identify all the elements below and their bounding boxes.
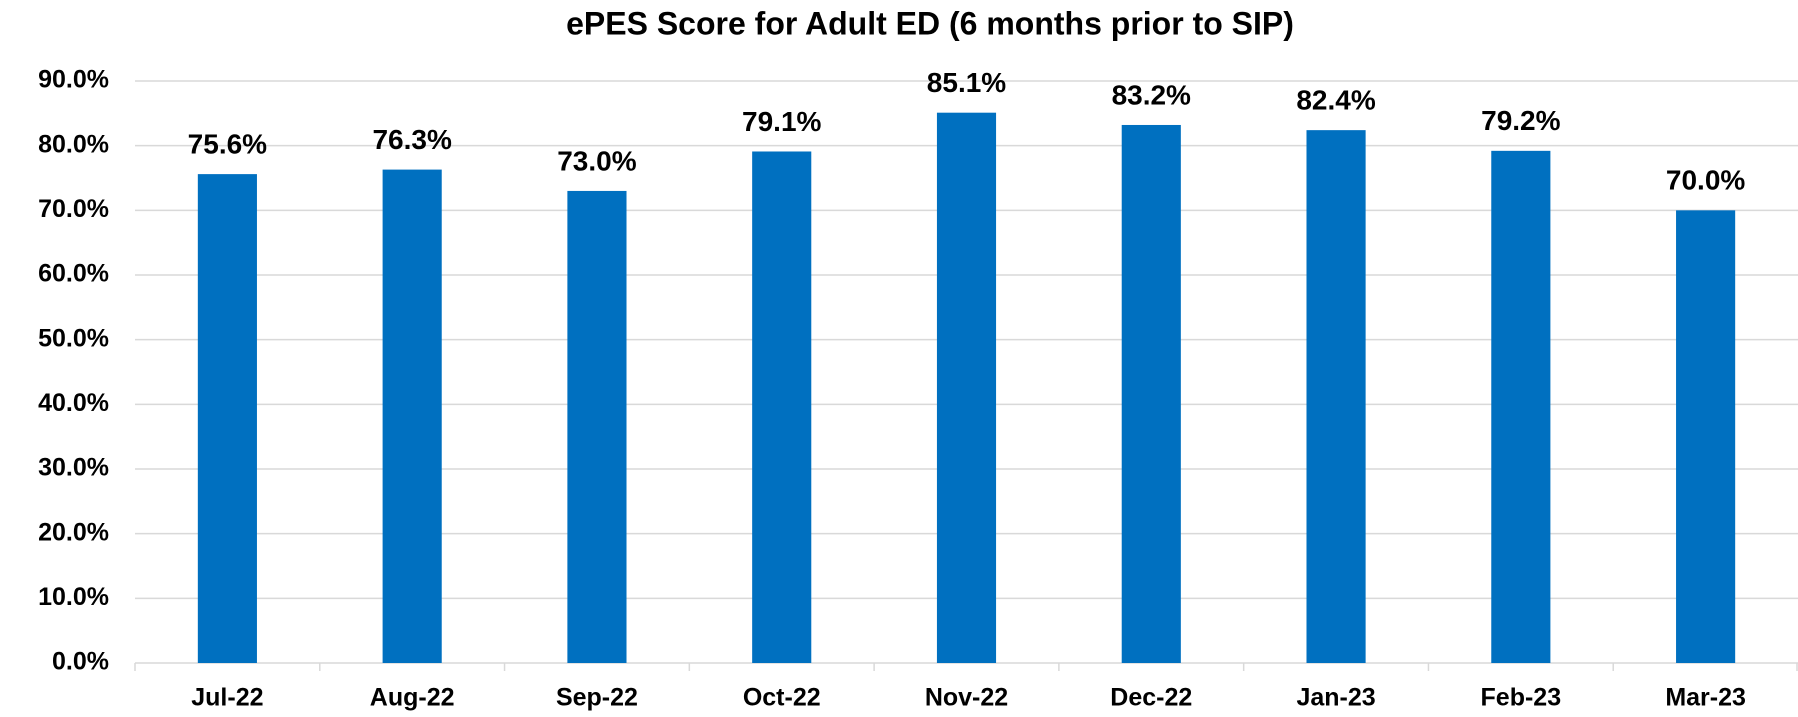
data-label: 82.4% [1296,85,1375,116]
x-tick-label: Jan-23 [1296,684,1375,712]
y-tick-label: 30.0% [38,454,109,482]
bar [936,112,997,664]
bar [1121,124,1181,664]
x-tick-label: Sep-22 [556,684,638,712]
y-tick-label: 10.0% [38,583,109,611]
bar [1676,210,1736,664]
data-label: 70.0% [1666,165,1745,196]
x-tick-label: Aug-22 [370,684,455,712]
x-tick-label: Nov-22 [925,684,1008,712]
y-tick-label: 60.0% [38,260,109,288]
bar [382,169,442,664]
y-tick-label: 50.0% [38,324,109,352]
y-tick-label: 0.0% [52,648,109,676]
data-label: 79.2% [1481,105,1560,136]
y-tick-label: 20.0% [38,518,109,546]
data-label: 76.3% [372,124,451,155]
bar [752,151,812,663]
data-label: 85.1% [927,67,1006,98]
y-tick-label: 70.0% [38,195,109,223]
x-tick-label: Feb-23 [1481,684,1562,712]
bar [567,190,627,663]
chart-title: ePES Score for Adult ED (6 months prior … [566,5,1294,41]
bar [1491,150,1551,664]
x-tick-label: Mar-23 [1665,684,1746,712]
x-tick-label: Oct-22 [743,684,821,712]
y-tick-label: 40.0% [38,389,109,417]
x-tick-label: Jul-22 [191,684,263,712]
data-label: 79.1% [742,106,821,137]
data-label: 73.0% [557,145,636,176]
y-tick-label: 90.0% [38,66,109,94]
x-tick-label: Dec-22 [1110,684,1192,712]
data-label: 83.2% [1112,79,1191,110]
bar [197,174,257,663]
y-tick-label: 80.0% [38,130,109,158]
data-label: 75.6% [188,129,267,160]
bar [1306,130,1366,663]
